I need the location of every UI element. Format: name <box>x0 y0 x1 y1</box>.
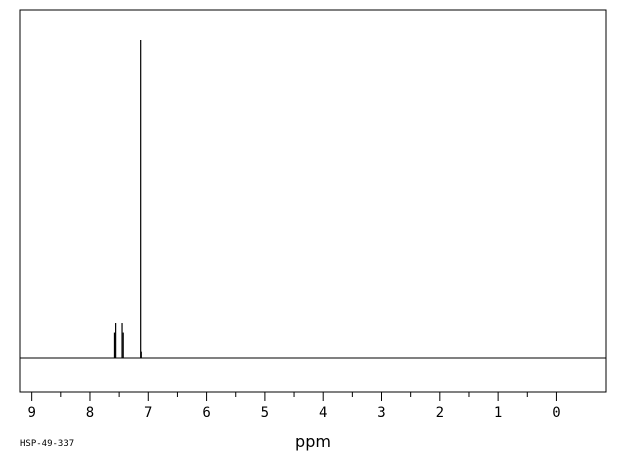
x-tick-label: 8 <box>86 405 94 421</box>
x-tick-label: 6 <box>202 405 210 421</box>
spectrum-code-label: HSP-49-337 <box>20 439 74 449</box>
plot-frame <box>19 9 607 393</box>
x-axis-title: ppm <box>295 432 331 451</box>
x-tick-label: 9 <box>27 405 35 421</box>
x-tick-label: 0 <box>552 405 560 421</box>
x-axis-ticks: 9 8 7 6 5 4 3 2 1 0 <box>27 392 561 421</box>
x-tick-label: 1 <box>494 405 502 421</box>
x-tick-label: 5 <box>261 405 269 421</box>
peaks-layer <box>113 40 142 358</box>
x-tick-label: 7 <box>144 405 152 421</box>
x-tick-label: 4 <box>319 405 327 421</box>
x-tick-label: 3 <box>377 405 385 421</box>
x-tick-label: 2 <box>436 405 444 421</box>
